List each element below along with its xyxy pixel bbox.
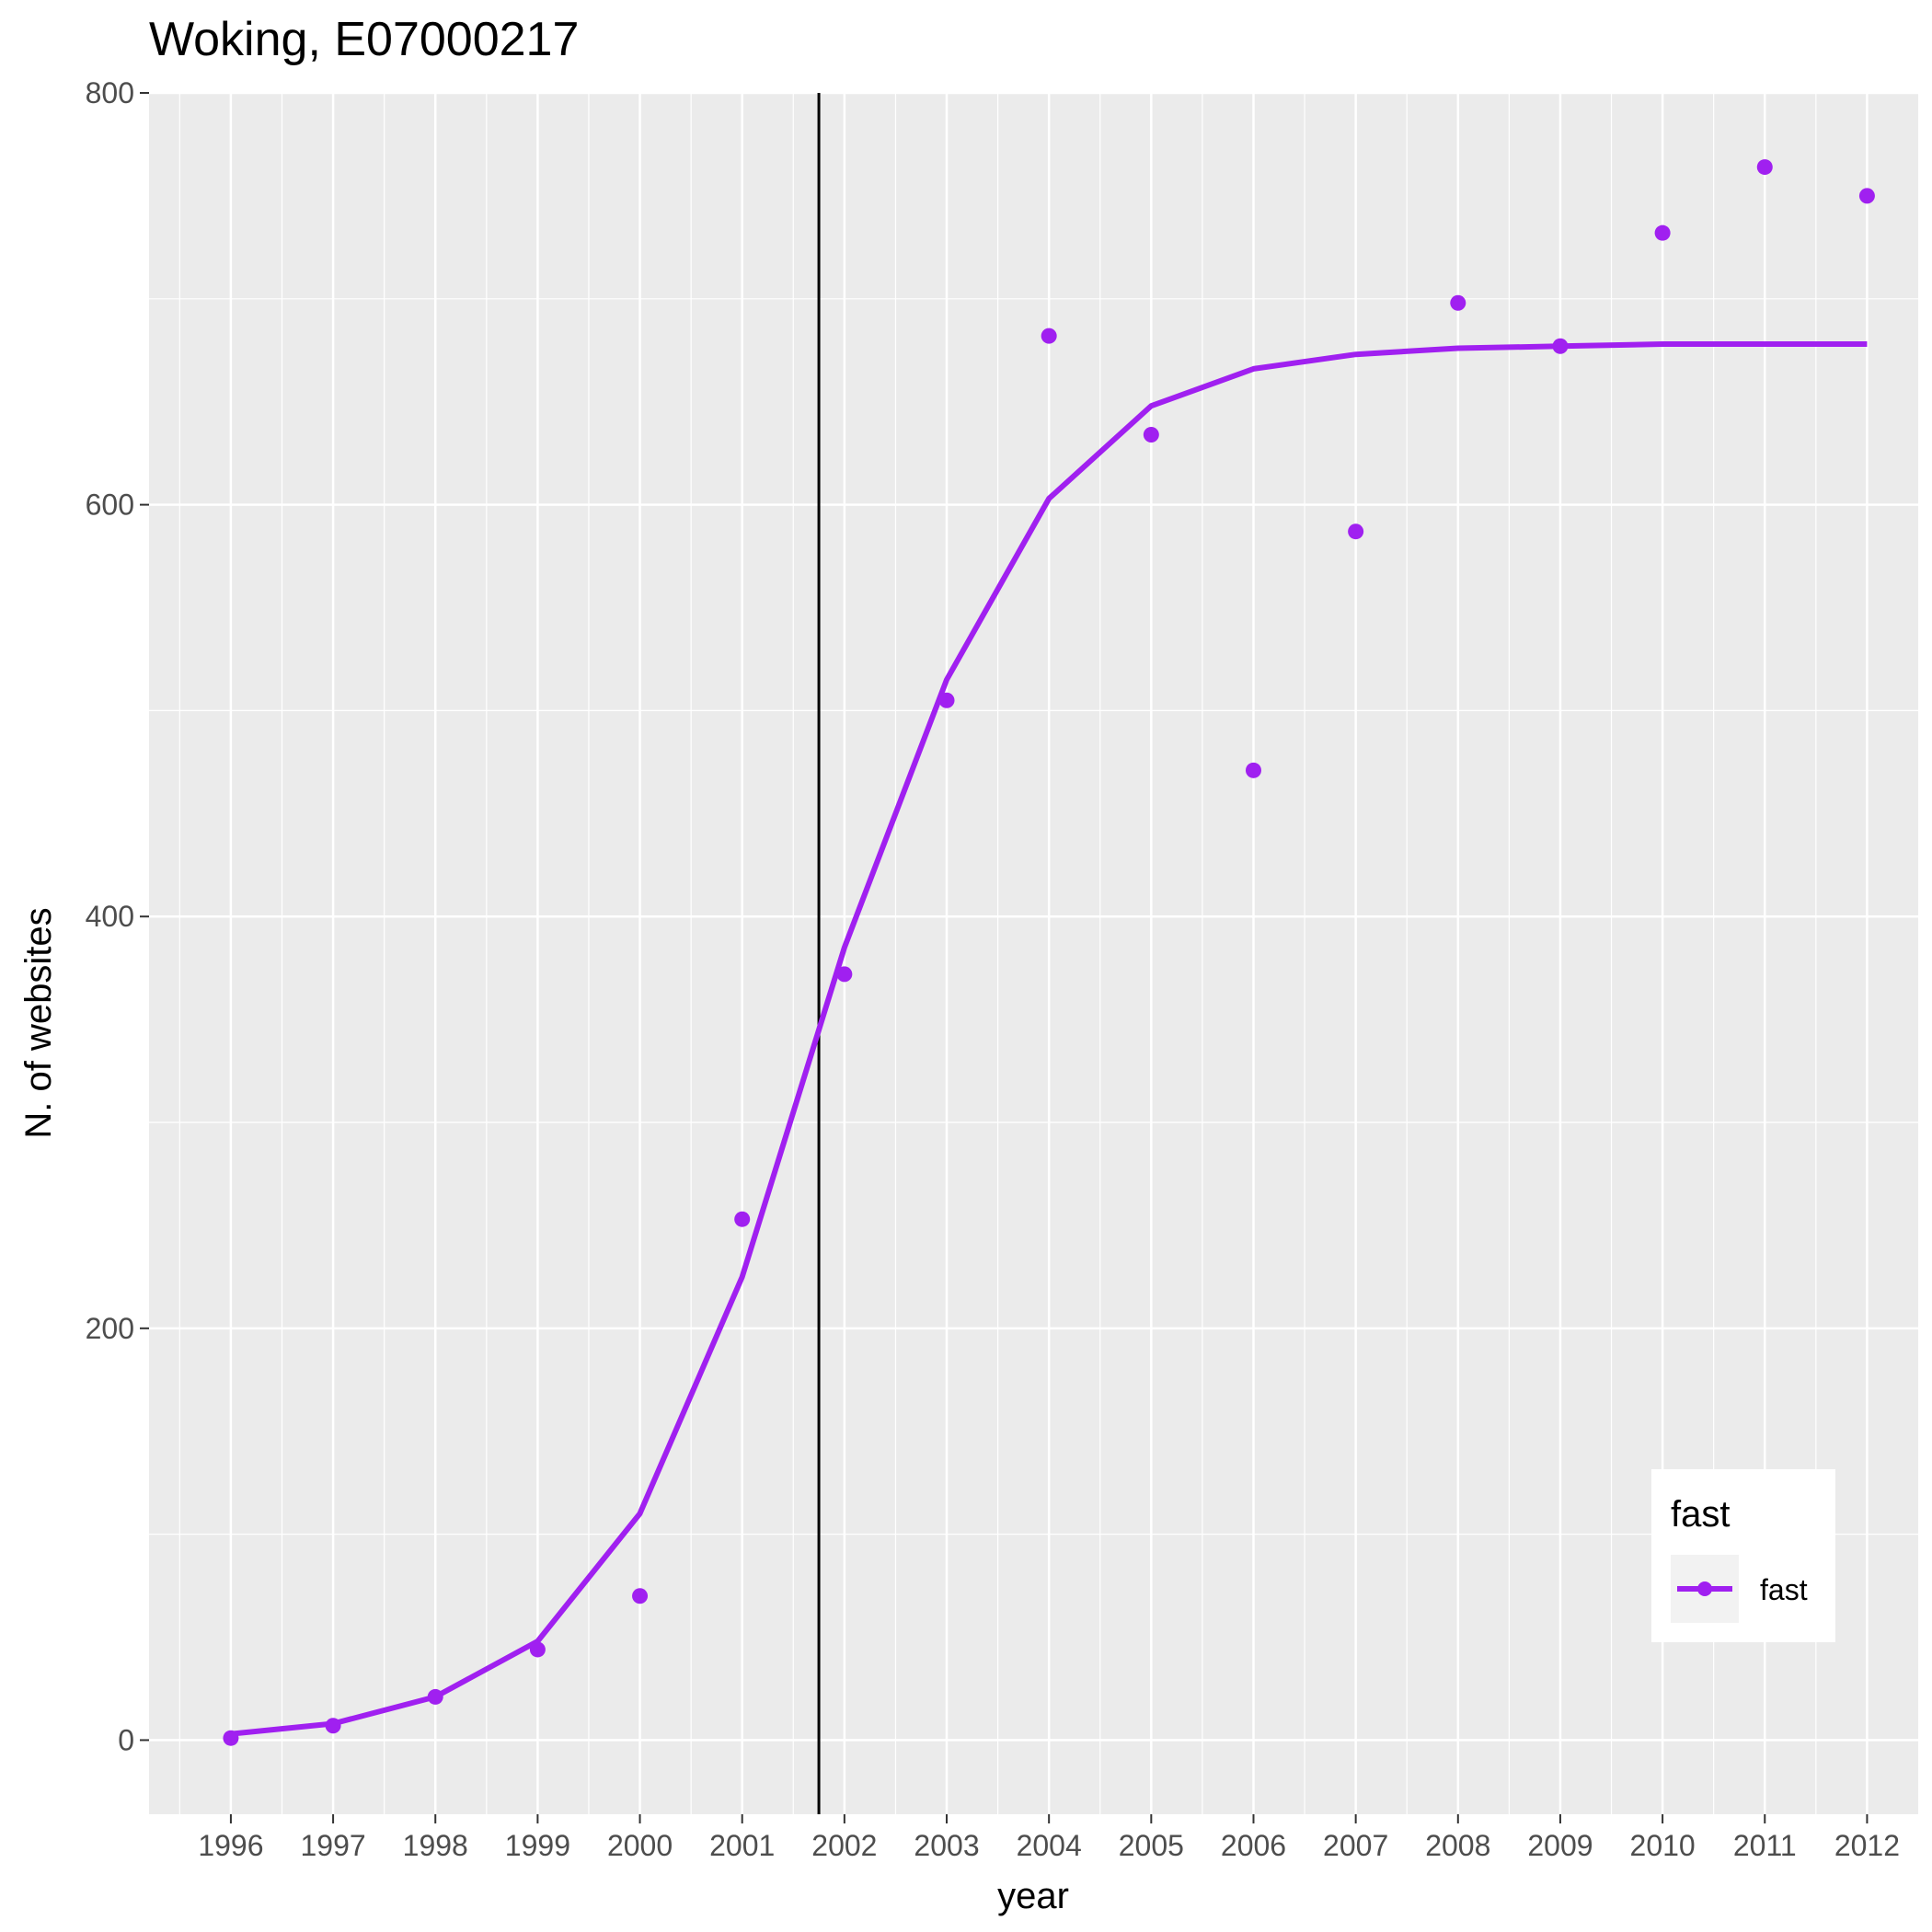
y-axis: 0 200 400 600 800 bbox=[86, 76, 149, 1756]
x-tick-label: 1998 bbox=[403, 1829, 468, 1862]
x-tick-label: 2008 bbox=[1425, 1829, 1490, 1862]
legend: fast fast bbox=[1651, 1469, 1835, 1642]
data-point bbox=[836, 966, 853, 983]
data-point bbox=[529, 1641, 546, 1658]
y-tick-label: 600 bbox=[86, 489, 134, 522]
data-point bbox=[1654, 224, 1671, 241]
y-tick-label: 800 bbox=[86, 76, 134, 109]
y-tick-label: 200 bbox=[86, 1312, 134, 1345]
series-fast-points bbox=[223, 159, 1875, 1746]
legend-entry-fast: fast bbox=[1760, 1573, 1808, 1606]
data-point bbox=[1041, 328, 1057, 344]
y-tick-label: 0 bbox=[118, 1723, 134, 1756]
data-point bbox=[1245, 762, 1261, 778]
series-fast-line bbox=[230, 341, 1868, 1737]
data-point bbox=[1552, 338, 1569, 354]
x-tick-label: 2004 bbox=[1017, 1829, 1082, 1862]
legend-title: fast bbox=[1671, 1494, 1730, 1535]
x-tick-label: 2012 bbox=[1834, 1829, 1900, 1862]
data-point bbox=[1348, 523, 1364, 540]
x-tick-label: 2010 bbox=[1630, 1829, 1696, 1862]
data-point bbox=[734, 1211, 751, 1227]
plot-panel bbox=[149, 93, 1918, 1814]
x-tick-label: 2001 bbox=[709, 1829, 775, 1862]
y-axis-title: N. of websites bbox=[18, 907, 59, 1138]
chart-title: Woking, E07000217 bbox=[149, 13, 579, 66]
x-tick-label: 1999 bbox=[505, 1829, 570, 1862]
x-tick-label: 1996 bbox=[198, 1829, 263, 1862]
data-point bbox=[427, 1688, 443, 1705]
minor-grid bbox=[149, 93, 1918, 1814]
x-tick-label: 2007 bbox=[1323, 1829, 1388, 1862]
data-point bbox=[1143, 427, 1159, 443]
data-point bbox=[1858, 188, 1875, 204]
x-tick-label: 2000 bbox=[607, 1829, 673, 1862]
x-tick-label: 2009 bbox=[1527, 1829, 1593, 1862]
x-axis-title: year bbox=[997, 1876, 1069, 1916]
data-point bbox=[223, 1730, 239, 1746]
x-tick-label: 2011 bbox=[1733, 1829, 1797, 1862]
legend-key-point bbox=[1697, 1581, 1712, 1596]
x-tick-label: 2002 bbox=[811, 1829, 877, 1862]
data-point bbox=[1450, 294, 1466, 311]
x-tick-label: 1997 bbox=[300, 1829, 365, 1862]
data-point bbox=[325, 1718, 341, 1734]
y-tick-label: 400 bbox=[86, 900, 134, 933]
x-axis: 1996 1997 1998 1999 2000 2001 2002 2003 2004 2005… bbox=[198, 1814, 1900, 1862]
x-tick-label: 2005 bbox=[1119, 1829, 1184, 1862]
x-tick-label: 2006 bbox=[1221, 1829, 1286, 1862]
x-tick-label: 2003 bbox=[914, 1829, 979, 1862]
data-point bbox=[1756, 159, 1773, 176]
data-point bbox=[632, 1588, 649, 1604]
data-point bbox=[938, 692, 955, 708]
